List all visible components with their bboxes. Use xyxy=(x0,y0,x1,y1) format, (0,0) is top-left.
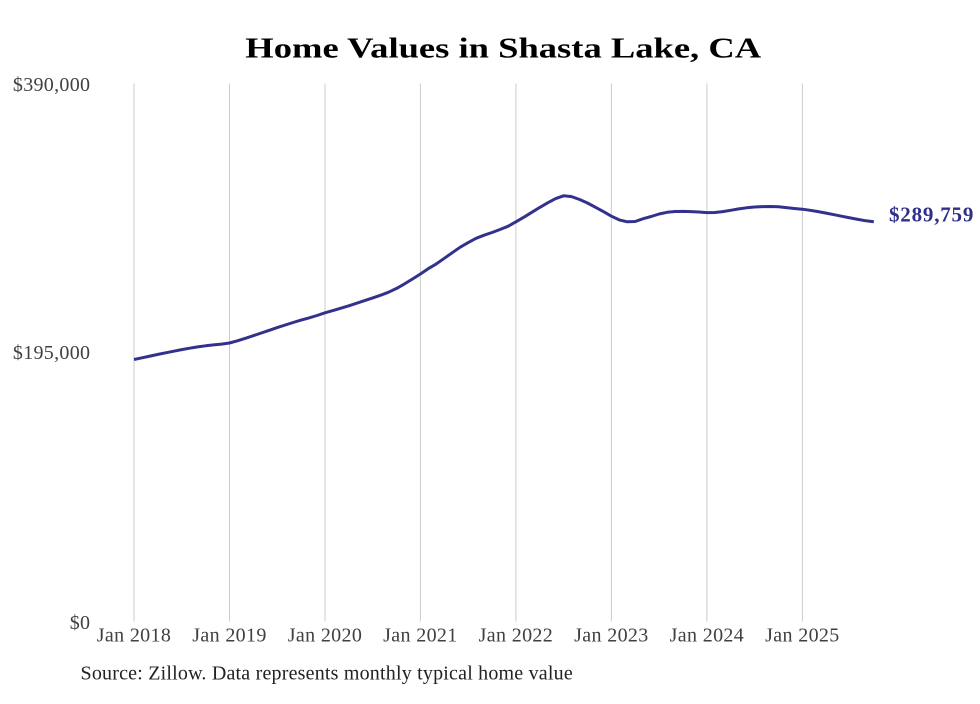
svg-text:Jan 2024: Jan 2024 xyxy=(670,625,744,647)
svg-text:Home Values in Shasta Lake, CA: Home Values in Shasta Lake, CA xyxy=(245,33,761,64)
svg-text:$195,000: $195,000 xyxy=(13,342,90,364)
svg-text:Jan 2019: Jan 2019 xyxy=(192,625,266,647)
svg-text:Source: Zillow. Data represent: Source: Zillow. Data represents monthly … xyxy=(81,663,573,685)
svg-text:Jan 2018: Jan 2018 xyxy=(97,625,171,647)
svg-text:Jan 2025: Jan 2025 xyxy=(765,625,839,647)
svg-text:Jan 2022: Jan 2022 xyxy=(479,625,553,647)
svg-text:$0: $0 xyxy=(70,612,91,634)
svg-text:Jan 2023: Jan 2023 xyxy=(574,625,648,647)
svg-text:$390,000: $390,000 xyxy=(13,74,90,96)
svg-text:$289,759: $289,759 xyxy=(889,203,974,227)
svg-text:Jan 2021: Jan 2021 xyxy=(383,625,457,647)
svg-text:Jan 2020: Jan 2020 xyxy=(288,625,362,647)
